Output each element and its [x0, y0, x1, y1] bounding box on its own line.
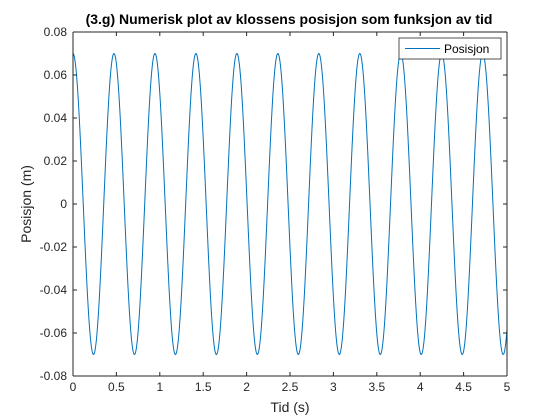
y-tick-label: 0.04	[44, 111, 68, 125]
x-tick-label: 3	[330, 380, 337, 394]
chart-title: (3.g) Numerisk plot av klossens posisjon…	[86, 11, 493, 27]
x-tick-label: 5	[504, 380, 511, 394]
x-ticks: 0 0.5 1 1.5 2 2.5 3 3.5 4 4.5 5	[70, 32, 511, 394]
x-tick-label: 4	[417, 380, 424, 394]
y-tick-label: -0.08	[40, 369, 68, 383]
legend-label-posisjon: Posisjon	[444, 42, 489, 56]
y-tick-label: 0.02	[44, 154, 68, 168]
x-tick-label: 1	[156, 380, 163, 394]
y-tick-label: 0	[60, 197, 67, 211]
x-axis-title: Tid (s)	[270, 399, 309, 415]
y-tick-label: 0.08	[44, 25, 68, 39]
x-tick-label: 4.5	[455, 380, 472, 394]
y-axis-title: Posisjon (m)	[18, 165, 34, 243]
x-tick-label: 1.5	[195, 380, 212, 394]
x-tick-label: 2	[243, 380, 250, 394]
x-tick-label: 2.5	[282, 380, 299, 394]
legend-box	[398, 37, 502, 60]
x-tick-label: 0	[70, 380, 77, 394]
y-tick-label: -0.02	[40, 240, 68, 254]
y-tick-label: 0.06	[44, 68, 68, 82]
x-tick-label: 3.5	[368, 380, 385, 394]
x-tick-label: 0.5	[108, 380, 125, 394]
legend[interactable]: Posisjon	[398, 37, 502, 60]
y-ticks: -0.08 -0.06 -0.04 -0.02 0 0.02 0.04 0.06 0.08	[40, 25, 507, 383]
y-tick-label: -0.06	[40, 326, 68, 340]
series-line-posisjon	[72, 52, 508, 356]
y-tick-label: -0.04	[40, 283, 68, 297]
plot-area	[73, 32, 507, 376]
series-layer	[72, 52, 508, 356]
